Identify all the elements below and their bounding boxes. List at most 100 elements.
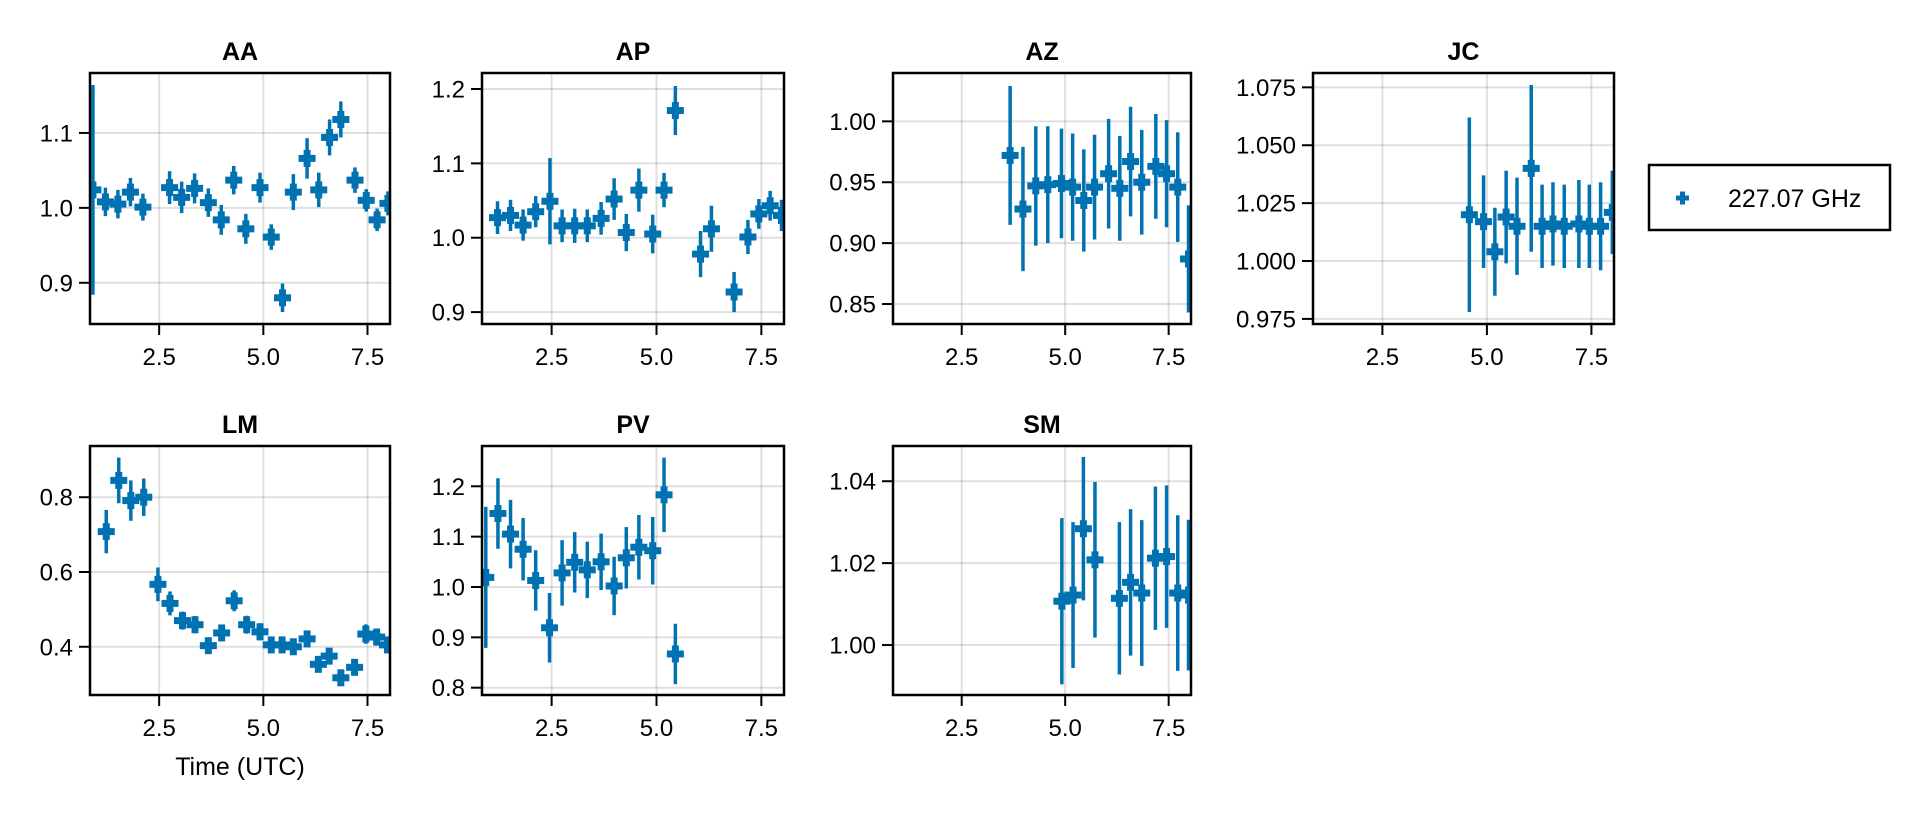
marker-vertical	[1127, 153, 1135, 171]
data-point	[578, 209, 596, 243]
panel-title: JC	[1448, 38, 1480, 66]
marker-vertical	[610, 577, 618, 595]
data-point	[284, 174, 302, 211]
y-tick-label: 1.2	[432, 474, 465, 501]
marker-vertical	[1549, 215, 1557, 233]
data-point	[655, 457, 673, 533]
y-tick-label: 1.00	[829, 633, 876, 660]
axes-frame	[88, 444, 392, 697]
marker-vertical	[289, 638, 297, 656]
marker-vertical	[1057, 174, 1065, 192]
data-point	[199, 188, 217, 217]
y-tick-label: 0.95	[829, 170, 876, 197]
data-point	[379, 636, 390, 654]
marker-vertical	[1174, 178, 1182, 196]
data-point	[541, 593, 559, 663]
plot-area	[893, 73, 1191, 324]
marker-vertical	[671, 102, 679, 120]
marker-vertical	[326, 128, 334, 146]
marker-vertical	[1608, 203, 1614, 221]
data-point	[772, 199, 784, 232]
marker-vertical	[1163, 165, 1171, 183]
marker-vertical	[583, 561, 591, 579]
marker-vertical	[1105, 165, 1113, 183]
data-point	[502, 199, 520, 232]
data-point	[1158, 485, 1176, 628]
marker-vertical	[115, 471, 123, 489]
data-point	[644, 214, 662, 254]
data-point	[251, 172, 269, 203]
marker-vertical	[622, 549, 630, 567]
marker-vertical	[1019, 200, 1027, 218]
data-point	[309, 655, 327, 673]
marker-vertical	[597, 209, 605, 227]
data-point	[1592, 182, 1610, 271]
data-point	[332, 101, 350, 138]
data-point	[1001, 86, 1019, 225]
x-tick-label: 5.0	[1048, 344, 1081, 371]
data-point	[1014, 146, 1032, 272]
marker-vertical	[558, 217, 566, 235]
data-point	[109, 189, 127, 219]
plot-area	[90, 446, 390, 695]
marker-vertical	[242, 220, 250, 238]
y-tick-label: 1.2	[432, 76, 465, 103]
marker-vertical	[1152, 157, 1160, 175]
y-tick-label: 0.9	[40, 270, 73, 297]
data-point	[237, 213, 255, 244]
marker-vertical	[384, 194, 390, 212]
marker-vertical	[730, 283, 738, 301]
data-point	[320, 647, 338, 665]
data-point	[655, 173, 673, 208]
y-tick-label: 0.9	[432, 300, 465, 327]
marker-vertical	[1044, 176, 1052, 194]
axes-frame	[1311, 71, 1616, 326]
data-point	[1086, 482, 1104, 638]
data-point	[1158, 120, 1176, 228]
data-point	[173, 181, 191, 214]
y-tick-label: 0.975	[1236, 306, 1296, 333]
data-point	[592, 533, 610, 591]
x-tick-label: 2.5	[945, 715, 978, 742]
plot-area	[482, 446, 784, 695]
data-point	[310, 172, 328, 208]
marker-vertical	[166, 179, 174, 197]
marker-vertical	[494, 209, 502, 227]
x-tick-label: 5.0	[640, 715, 673, 742]
data-point	[379, 191, 390, 216]
marker-vertical	[102, 523, 110, 541]
y-tick-label: 1.0	[432, 574, 465, 601]
marker-vertical	[351, 171, 359, 189]
y-tick-label: 1.0	[40, 195, 73, 222]
marker-vertical	[166, 594, 174, 612]
marker-vertical	[1079, 520, 1087, 538]
panel-sm: 2.5 5.0 7.5 1.00 1.02 1.04 SM	[829, 411, 1193, 742]
panel-title: SM	[1023, 411, 1061, 439]
data-point	[739, 219, 757, 255]
data-point	[321, 119, 339, 156]
marker-vertical	[635, 181, 643, 199]
marker-vertical	[267, 228, 275, 246]
marker-vertical	[1527, 159, 1535, 177]
marker-vertical	[101, 193, 109, 211]
marker-vertical	[204, 194, 212, 212]
marker-vertical	[303, 630, 311, 648]
marker-vertical	[546, 192, 554, 210]
y-tick-label: 0.4	[40, 634, 73, 661]
data-point	[97, 509, 115, 554]
legend-label: 227.07 GHz	[1728, 185, 1861, 213]
x-tick-label: 2.5	[1366, 344, 1399, 371]
marker-vertical	[649, 225, 657, 243]
data-point	[1603, 170, 1614, 255]
axes-frame	[480, 71, 786, 326]
panel-title: LM	[222, 411, 258, 439]
marker-vertical	[649, 542, 657, 560]
y-tick-label: 1.1	[40, 120, 73, 147]
data-point	[1122, 509, 1140, 656]
data-point	[1052, 128, 1070, 239]
data-point	[578, 541, 596, 599]
series-lm	[97, 457, 390, 687]
marker-vertical	[583, 217, 591, 235]
data-point	[1039, 126, 1057, 244]
marker-vertical	[532, 571, 540, 589]
